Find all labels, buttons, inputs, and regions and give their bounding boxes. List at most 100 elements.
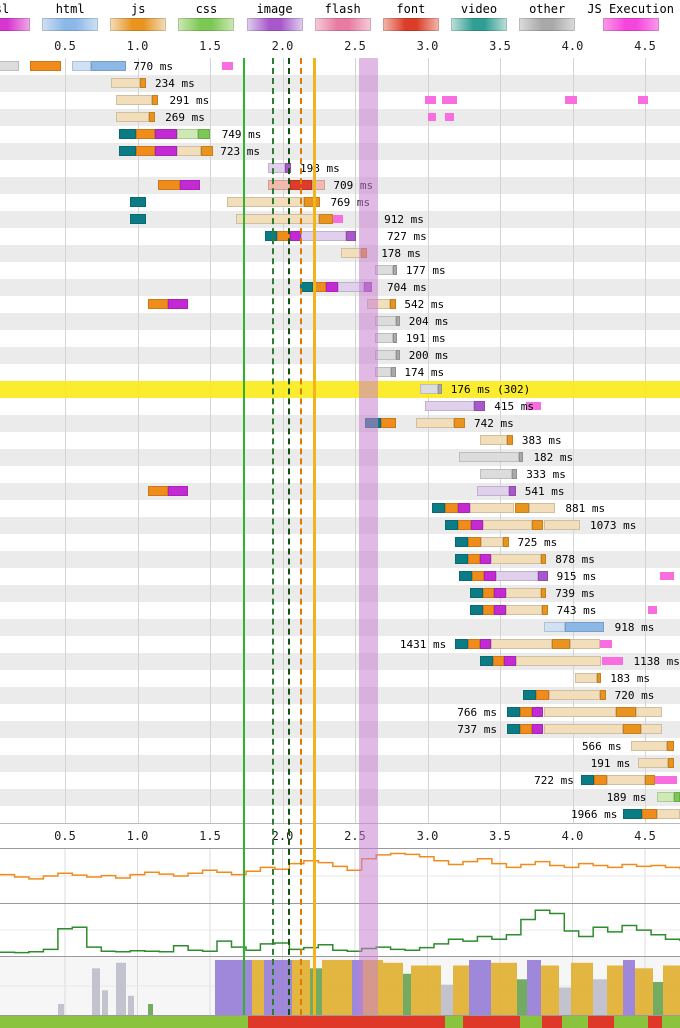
segment-connect[interactable] bbox=[30, 61, 61, 71]
segment-js_l[interactable] bbox=[491, 639, 553, 649]
segment-other_l[interactable] bbox=[479, 469, 512, 479]
request-row[interactable]: 709 ms bbox=[0, 177, 680, 194]
segment-jsexec[interactable] bbox=[600, 640, 612, 648]
segment-js_d[interactable] bbox=[542, 605, 548, 615]
segment-ssl[interactable] bbox=[179, 180, 200, 190]
segment-dns[interactable] bbox=[459, 571, 473, 581]
segment-ssl[interactable] bbox=[531, 707, 544, 717]
segment-dns[interactable] bbox=[455, 639, 469, 649]
request-row[interactable]: 727 ms bbox=[0, 228, 680, 245]
request-row[interactable]: 189 ms bbox=[0, 789, 680, 806]
segment-connect[interactable] bbox=[520, 707, 532, 717]
segment-ssl[interactable] bbox=[479, 554, 492, 564]
request-row[interactable]: 333 ms bbox=[0, 466, 680, 483]
segment-dns[interactable] bbox=[479, 656, 493, 666]
segment-js_d[interactable] bbox=[531, 520, 544, 530]
segment-ssl[interactable] bbox=[326, 282, 338, 292]
segment-connect[interactable] bbox=[492, 656, 505, 666]
request-row[interactable]: 1966 ms bbox=[0, 806, 680, 823]
segment-connect[interactable] bbox=[312, 282, 326, 292]
segment-connect[interactable] bbox=[536, 690, 550, 700]
segment-js_l[interactable] bbox=[630, 741, 667, 751]
segment-js_d[interactable] bbox=[201, 146, 213, 156]
segment-css_d[interactable] bbox=[198, 129, 210, 139]
segment-other_l[interactable] bbox=[375, 350, 396, 360]
segment-connect[interactable] bbox=[157, 180, 180, 190]
segment-other_d[interactable] bbox=[437, 384, 442, 394]
segment-dns[interactable] bbox=[469, 605, 483, 615]
segment-font_d[interactable] bbox=[289, 180, 312, 190]
segment-js_l[interactable] bbox=[115, 112, 150, 122]
segment-other_l[interactable] bbox=[375, 265, 393, 275]
request-row[interactable]: 722 ms bbox=[0, 772, 680, 789]
request-row[interactable]: 204 ms bbox=[0, 313, 680, 330]
segment-connect[interactable] bbox=[482, 588, 495, 598]
request-row[interactable]: 177 ms bbox=[0, 262, 680, 279]
segment-js_d[interactable] bbox=[304, 197, 321, 207]
segment-js_l[interactable] bbox=[543, 520, 580, 530]
segment-connect[interactable] bbox=[468, 537, 482, 547]
segment-connect[interactable] bbox=[276, 231, 290, 241]
segment-jsexec[interactable] bbox=[565, 96, 577, 104]
segment-dns[interactable] bbox=[299, 282, 313, 292]
request-row[interactable]: 541 ms bbox=[0, 483, 680, 500]
request-row[interactable]: 191 ms bbox=[0, 330, 680, 347]
segment-dns[interactable] bbox=[523, 690, 537, 700]
segment-ssl[interactable] bbox=[154, 146, 177, 156]
request-row[interactable]: 291 ms bbox=[0, 92, 680, 109]
request-row[interactable]: 766 ms bbox=[0, 704, 680, 721]
segment-dns[interactable] bbox=[118, 129, 137, 139]
request-row[interactable]: 743 ms bbox=[0, 602, 680, 619]
segment-js_d[interactable] bbox=[666, 741, 674, 751]
segment-img_d[interactable] bbox=[508, 486, 516, 496]
segment-js_l[interactable] bbox=[656, 809, 680, 819]
segment-ssl[interactable] bbox=[471, 520, 483, 530]
segment-html_l[interactable] bbox=[72, 61, 92, 71]
request-row[interactable]: 1431 ms bbox=[0, 636, 680, 653]
segment-dns[interactable] bbox=[455, 537, 469, 547]
segment-js_d[interactable] bbox=[149, 112, 155, 122]
segment-jsexec[interactable] bbox=[655, 776, 677, 784]
segment-connect[interactable] bbox=[472, 571, 485, 581]
segment-js_d[interactable] bbox=[645, 775, 656, 785]
segment-html_d[interactable] bbox=[91, 61, 126, 71]
segment-js_l[interactable] bbox=[543, 707, 616, 717]
segment-other_d[interactable] bbox=[391, 367, 396, 377]
segment-ssl[interactable] bbox=[484, 571, 496, 581]
segment-img_l[interactable] bbox=[495, 571, 538, 581]
segment-jsexec[interactable] bbox=[333, 215, 344, 223]
segment-ssl[interactable] bbox=[494, 588, 506, 598]
segment-html_l[interactable] bbox=[543, 622, 566, 632]
segment-dns[interactable] bbox=[623, 809, 643, 819]
segment-ssl[interactable] bbox=[479, 639, 492, 649]
segment-js_d[interactable] bbox=[668, 758, 674, 768]
segment-js_l[interactable] bbox=[481, 537, 503, 547]
request-row[interactable]: 720 ms bbox=[0, 687, 680, 704]
segment-js_l[interactable] bbox=[543, 724, 624, 734]
request-row[interactable]: 269 ms bbox=[0, 109, 680, 126]
segment-jsexec[interactable] bbox=[647, 606, 657, 614]
segment-connect[interactable] bbox=[136, 146, 155, 156]
segment-connect[interactable] bbox=[520, 724, 532, 734]
segment-css_l[interactable] bbox=[176, 129, 199, 139]
segment-jsexec[interactable] bbox=[659, 572, 674, 580]
segment-dns[interactable] bbox=[469, 588, 483, 598]
segment-ssl[interactable] bbox=[494, 605, 506, 615]
segment-js_l[interactable] bbox=[479, 435, 508, 445]
request-row[interactable]: 183 ms bbox=[0, 670, 680, 687]
segment-ssl[interactable] bbox=[289, 231, 302, 241]
segment-other_d[interactable] bbox=[392, 265, 398, 275]
segment-dns[interactable] bbox=[265, 231, 277, 241]
segment-js_l[interactable] bbox=[115, 95, 152, 105]
segment-img_d[interactable] bbox=[363, 282, 373, 292]
segment-img_d[interactable] bbox=[473, 401, 486, 411]
segment-connect[interactable] bbox=[147, 299, 168, 309]
segment-js_l[interactable] bbox=[636, 707, 663, 717]
segment-js_l[interactable] bbox=[482, 520, 532, 530]
segment-ssl[interactable] bbox=[531, 724, 544, 734]
segment-js_d[interactable] bbox=[152, 95, 158, 105]
segment-font_l[interactable] bbox=[268, 180, 290, 190]
request-row[interactable]: 542 ms bbox=[0, 296, 680, 313]
segment-css_d[interactable] bbox=[674, 792, 680, 802]
segment-connect[interactable] bbox=[147, 486, 168, 496]
